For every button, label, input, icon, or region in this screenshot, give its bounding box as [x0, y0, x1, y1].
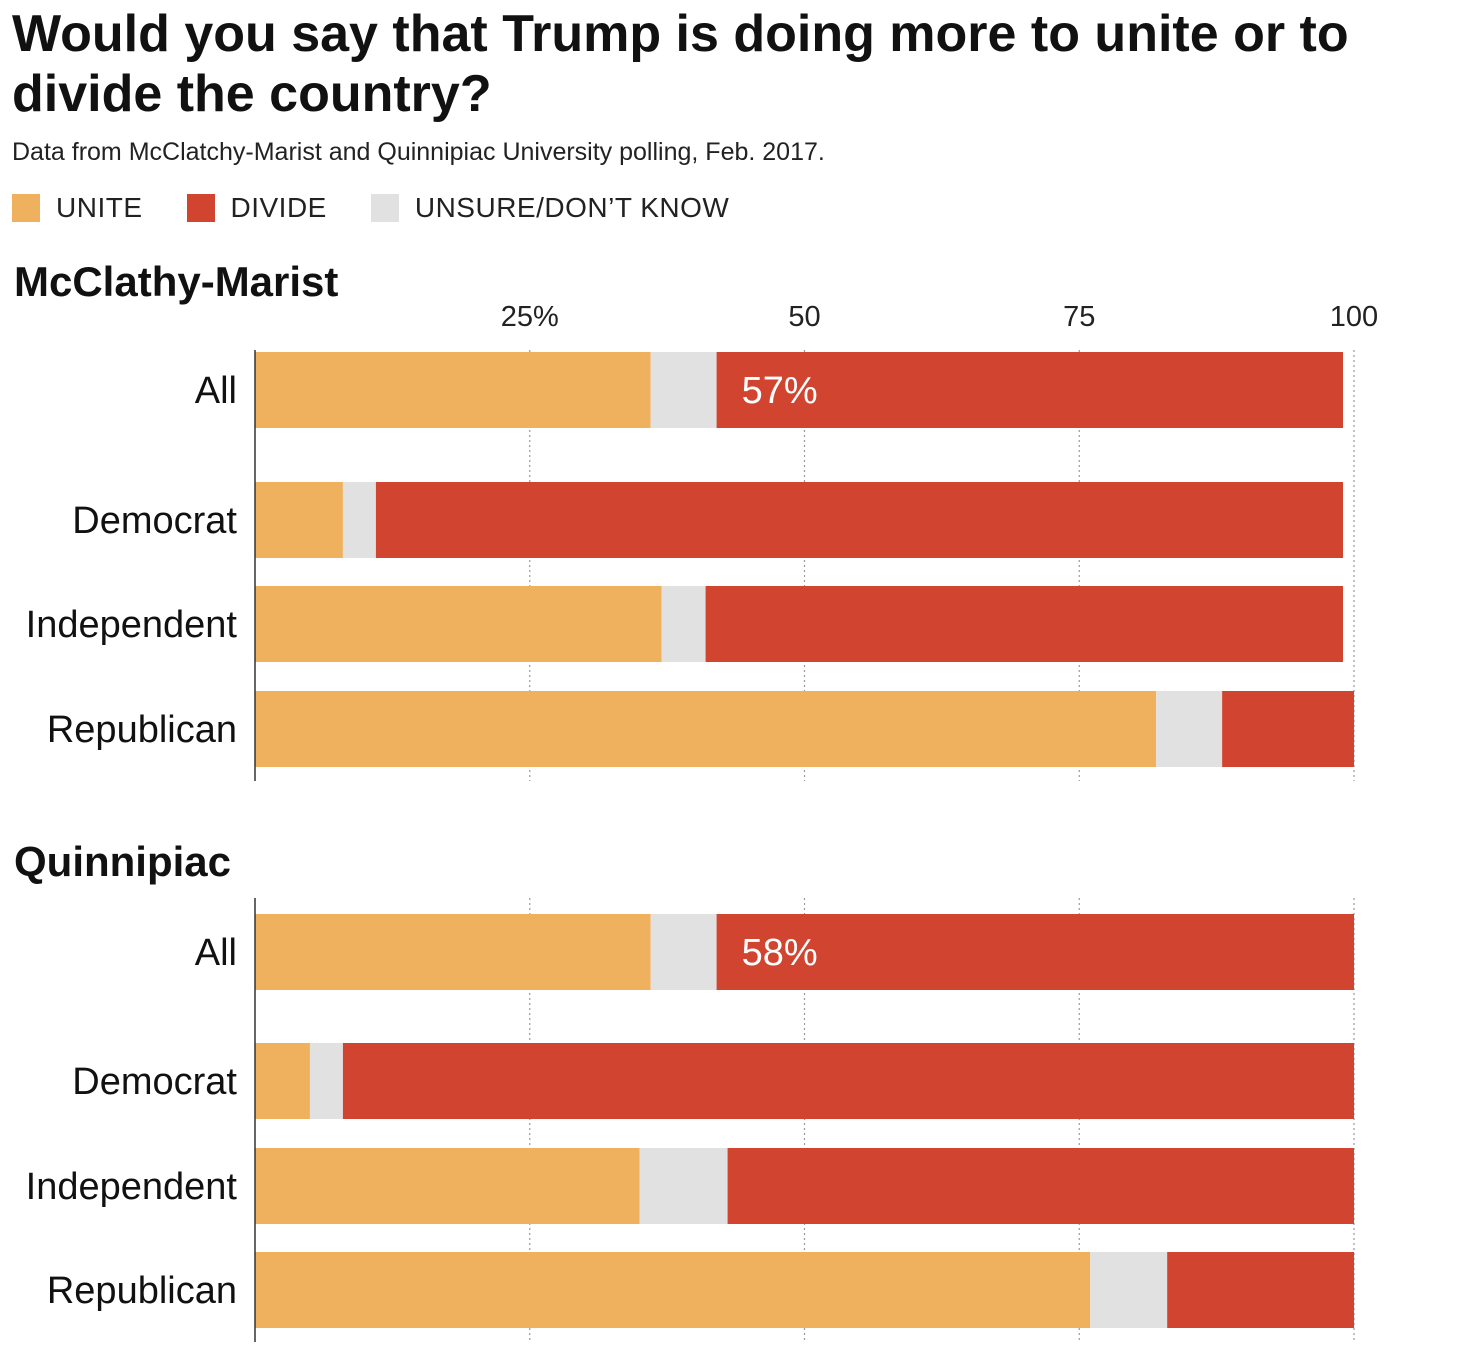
- legend-label-unite: UNITE: [56, 192, 143, 223]
- bar-quinnipiac-republican-unsure: [1090, 1252, 1168, 1328]
- data-label-marist-all: 57%: [742, 370, 818, 412]
- bar-quinnipiac-democrat-unite: [255, 1043, 310, 1119]
- category-label-quinnipiac-republican: Republican: [47, 1270, 237, 1312]
- legend-item-divide: DIVIDE: [186, 192, 327, 224]
- category-label-marist-independent: Independent: [26, 604, 238, 646]
- bar-marist-democrat-unsure: [342, 482, 376, 558]
- bar-quinnipiac-democrat-unsure: [309, 1043, 343, 1119]
- bar-quinnipiac-independent-unsure: [639, 1148, 728, 1224]
- bar-quinnipiac-republican-unite: [255, 1252, 1091, 1328]
- legend-swatch-divide: [186, 194, 215, 222]
- bar-marist-democrat-divide: [375, 482, 1344, 558]
- bar-quinnipiac-all-unsure: [650, 914, 717, 990]
- bar-quinnipiac-all-unite: [255, 914, 651, 990]
- bar-marist-republican-unite: [255, 691, 1157, 767]
- category-label-quinnipiac-democrat: Democrat: [72, 1061, 237, 1103]
- bar-marist-democrat-unite: [255, 482, 343, 558]
- bar-marist-republican-divide: [1222, 691, 1354, 767]
- x-tick-label-marist-75: 75: [1063, 301, 1095, 333]
- legend-label-divide: DIVIDE: [230, 192, 327, 223]
- chart-subtitle: Data from McClatchy-Marist and Quinnipia…: [12, 138, 825, 166]
- bar-marist-all-unite: [255, 352, 651, 428]
- legend-swatch-unsure: [370, 194, 399, 222]
- bar-quinnipiac-independent-divide: [727, 1148, 1354, 1224]
- legend-swatch-unite: [12, 194, 40, 222]
- legend: UNITE DIVIDE UNSURE/DON’T KNOW: [12, 190, 773, 226]
- x-tick-label-marist-100: 100: [1330, 301, 1378, 333]
- x-tick-label-marist-50: 50: [788, 301, 820, 333]
- legend-item-unsure: UNSURE/DON’T KNOW: [370, 192, 730, 224]
- x-tick-label-marist-25: 25%: [501, 301, 559, 333]
- legend-item-unite: UNITE: [12, 192, 143, 224]
- category-label-quinnipiac-all: All: [195, 932, 237, 974]
- category-label-quinnipiac-independent: Independent: [26, 1166, 238, 1208]
- bar-marist-independent-unite: [255, 586, 662, 662]
- panel-title-marist: McClathy-Marist: [14, 258, 338, 305]
- category-label-marist-democrat: Democrat: [72, 500, 237, 542]
- bar-marist-independent-divide: [705, 586, 1344, 662]
- bar-marist-republican-unsure: [1156, 691, 1223, 767]
- bar-quinnipiac-republican-divide: [1167, 1252, 1354, 1328]
- data-label-quinnipiac-all: 58%: [742, 932, 818, 974]
- bar-marist-all-divide: [716, 352, 1344, 428]
- bar-marist-all-unsure: [650, 352, 717, 428]
- panel-title-quinnipiac: Quinnipiac: [14, 838, 231, 885]
- bar-quinnipiac-democrat-divide: [342, 1043, 1354, 1119]
- legend-label-unsure: UNSURE/DON’T KNOW: [414, 192, 730, 223]
- category-label-marist-all: All: [195, 370, 237, 412]
- bar-quinnipiac-all-divide: [716, 914, 1354, 990]
- bar-quinnipiac-independent-unite: [255, 1148, 640, 1224]
- chart-title: Would you say that Trump is doing more t…: [12, 5, 1349, 123]
- bar-marist-independent-unsure: [661, 586, 706, 662]
- category-label-marist-republican: Republican: [47, 709, 237, 751]
